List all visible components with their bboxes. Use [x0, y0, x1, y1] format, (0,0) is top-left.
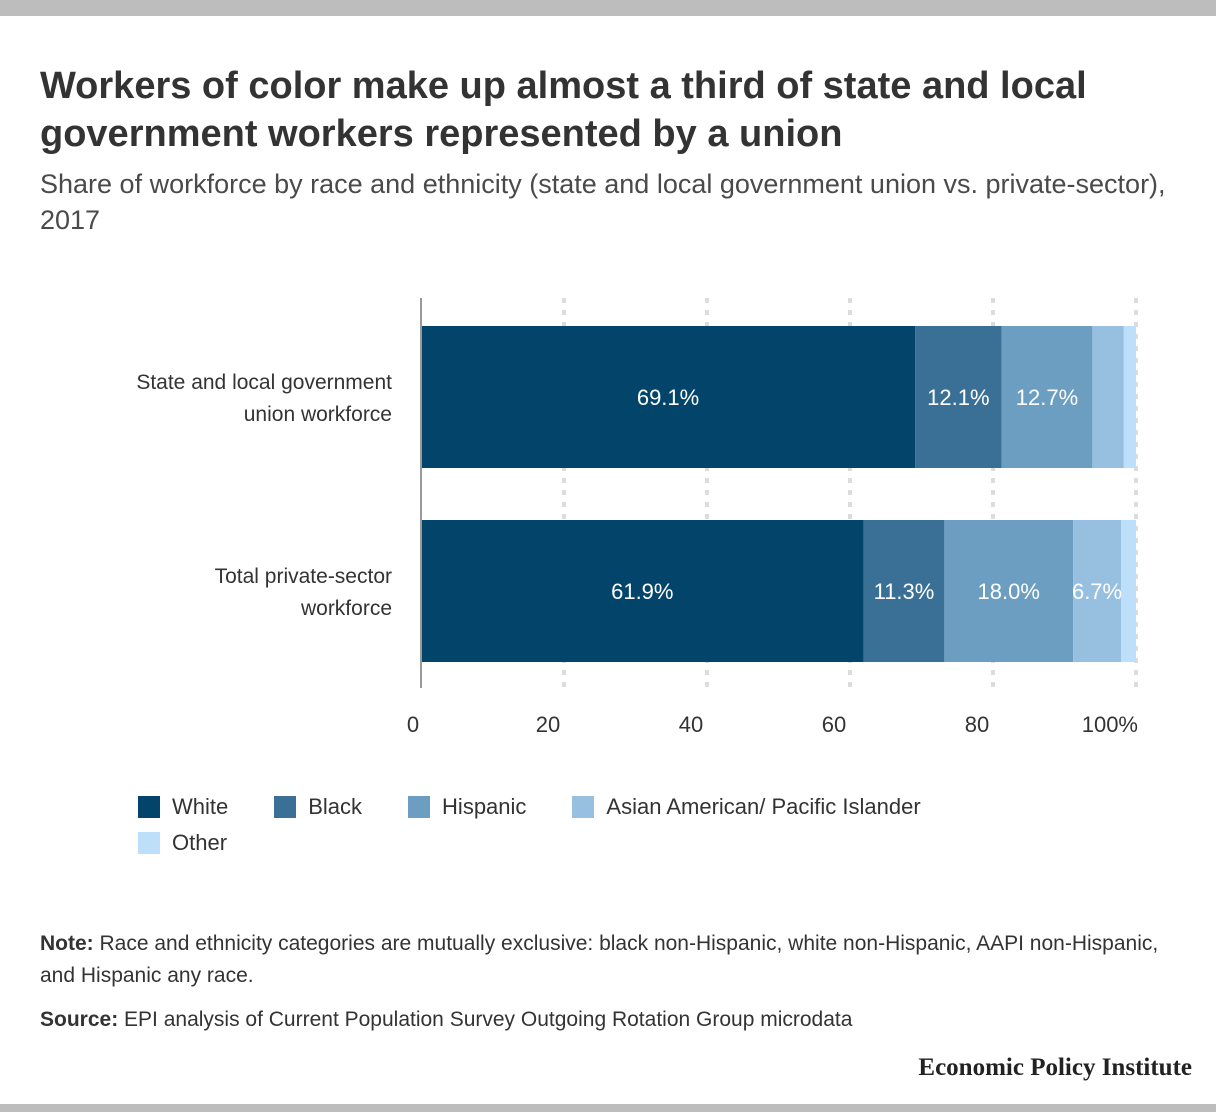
publisher-logo: Economic Policy Institute [918, 1054, 1192, 1081]
category-label: Total private-sector [215, 565, 392, 588]
legend-swatch-white [138, 796, 160, 818]
top-rule [0, 0, 1216, 16]
data-label: 6.7% [1072, 579, 1122, 604]
tick-label: 80 [965, 712, 989, 737]
tick-label: 40 [679, 712, 703, 737]
legend-swatch-aapi [572, 796, 595, 818]
chart-subtitle: Share of workforce by race and ethnicity… [40, 169, 1166, 235]
legend-label-black: Black [308, 794, 363, 819]
bar-segment [421, 326, 916, 468]
x-axis-ticks: 0 20 40 60 80 100% [407, 712, 1138, 737]
note-text: Race and ethnicity categories are mutual… [40, 932, 1159, 987]
data-label: 61.9% [611, 579, 673, 604]
source: Source: EPI analysis of Current Populati… [40, 1004, 1190, 1036]
legend-item-white: White [138, 794, 228, 820]
legend-swatch-hispanic [408, 796, 431, 818]
category-labels: State and local government union workforc… [136, 371, 392, 620]
legend-swatch-other [138, 832, 160, 854]
bar-segment [1001, 326, 1093, 468]
legend-label-aapi: Asian American/ Pacific Islander [606, 794, 921, 819]
bar-segment [1073, 520, 1121, 662]
legend-label-other: Other [172, 830, 228, 855]
legend-item-black: Black [274, 794, 362, 820]
legend-item-hispanic: Hispanic [408, 794, 526, 820]
legend-label-hispanic: Hispanic [442, 794, 527, 819]
bar-segment [421, 520, 864, 662]
category-label: union workforce [244, 403, 392, 426]
data-label: 69.1% [637, 385, 699, 410]
source-label: Source: [40, 1008, 119, 1031]
bottom-rule [0, 1104, 1216, 1112]
tick-label: 20 [536, 712, 560, 737]
note-label: Note: [40, 932, 94, 955]
bar-segment [915, 326, 1002, 468]
data-label: 12.7% [1016, 385, 1078, 410]
data-label: 12.1% [927, 385, 989, 410]
bar-segment [1092, 326, 1124, 468]
bar-segment [1123, 326, 1136, 468]
chart-title: Workers of color make up almost a third … [40, 65, 1087, 155]
bar-segment [863, 520, 945, 662]
legend-row: Other [138, 826, 1138, 860]
data-label: 18.0% [978, 579, 1040, 604]
tick-label: 0 [407, 712, 419, 737]
legend: White Black Hispanic Asian American/ Pac… [138, 790, 1138, 862]
bar-segment [944, 520, 1074, 662]
legend-item-other: Other [138, 830, 227, 856]
tick-label: 100% [1082, 712, 1138, 737]
legend-item-aapi: Asian American/ Pacific Islander [572, 794, 921, 820]
tick-label: 60 [822, 712, 846, 737]
stacked-bar-chart: 69.1% 12.1% 12.7% 61.9% 11.3% 18.0% 6.7% State… [136, 298, 1138, 737]
data-label: 11.3% [874, 579, 935, 604]
legend-label-white: White [172, 794, 229, 819]
legend-swatch-black [274, 796, 297, 818]
category-label: workforce [300, 597, 392, 620]
bar-segments [421, 326, 1136, 662]
category-label: State and local government [136, 371, 392, 394]
legend-row: White Black Hispanic Asian American/ Pac… [138, 790, 1138, 824]
data-labels: 69.1% 12.1% 12.7% 61.9% 11.3% 18.0% 6.7% [611, 385, 1122, 604]
source-text: EPI analysis of Current Population Surve… [118, 1008, 853, 1031]
note: Note: Race and ethnicity categories are … [40, 928, 1190, 992]
bar-segment [1120, 520, 1136, 662]
